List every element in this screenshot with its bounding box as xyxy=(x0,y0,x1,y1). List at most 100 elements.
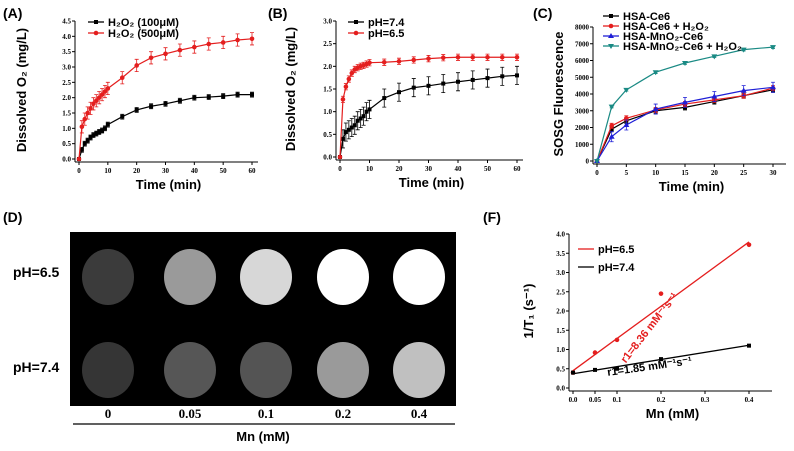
concentration-label: 0 xyxy=(105,406,112,421)
data-point xyxy=(608,133,615,139)
data-point xyxy=(426,83,431,88)
legend-label: HSA-MnO₂-Ce6 + H₂O₂ xyxy=(623,41,742,53)
x-tick-label: 0.05 xyxy=(589,396,602,404)
x-tick-label: 40 xyxy=(455,165,463,173)
y-tick-label: 2.0 xyxy=(62,94,71,102)
data-point xyxy=(770,45,776,51)
data-point xyxy=(623,121,630,127)
data-point xyxy=(593,367,597,372)
concentration-label: 0.4 xyxy=(411,406,428,421)
data-point xyxy=(652,70,659,76)
x-tick-label: 30 xyxy=(162,167,170,175)
y-axis-label: Dissolved O₂ (mg/L) xyxy=(14,28,29,152)
data-point xyxy=(426,56,431,61)
panel-label-a: (A) xyxy=(3,5,22,21)
y-tick-label: 8000 xyxy=(575,24,590,32)
x-tick-label: 0.2 xyxy=(657,396,666,404)
series-0: pH=7.4 xyxy=(338,17,519,159)
data-point xyxy=(148,55,154,61)
data-point xyxy=(514,54,520,60)
data-point xyxy=(88,135,93,140)
legend-label: pH=7.4 xyxy=(368,17,405,29)
y-tick-label: 1.0 xyxy=(556,346,565,354)
data-point xyxy=(615,366,619,371)
data-point xyxy=(592,350,598,355)
y-tick-label: 6000 xyxy=(575,57,590,65)
data-point xyxy=(358,116,363,121)
y-tick-label: 1.5 xyxy=(62,110,71,118)
fit-line xyxy=(572,241,750,372)
chart-a: 0.0 0.5 1.0 1.5 2.0 2.5 3.0 3.5 4.0 4.5 0 10 20 30 40 5… xyxy=(14,17,258,192)
concentration-label: 0.2 xyxy=(335,406,351,421)
data-point xyxy=(346,127,351,132)
data-point xyxy=(93,30,99,36)
x-tick-label: 30 xyxy=(770,169,778,177)
phantom-disc xyxy=(393,342,445,398)
data-point xyxy=(177,47,183,53)
data-point xyxy=(94,20,98,24)
data-point xyxy=(343,84,349,90)
series-1: H₂O₂ (500μM) xyxy=(76,28,255,162)
panel-label-d: (D) xyxy=(3,209,22,225)
data-point xyxy=(470,77,475,82)
data-point xyxy=(353,30,359,36)
data-point xyxy=(740,87,747,93)
data-point xyxy=(746,242,752,248)
x-tick-label: 60 xyxy=(249,167,257,175)
data-point xyxy=(361,114,366,119)
y-tick-label: 2.0 xyxy=(323,63,332,71)
y-tick-label: 2.5 xyxy=(323,40,332,48)
series-1: HSA-Ce6 + H₂O₂ xyxy=(594,21,776,164)
y-tick-label: 3.0 xyxy=(62,64,71,72)
data-point xyxy=(149,104,154,109)
x-tick-label: 20 xyxy=(133,167,141,175)
y-axis-label: SOSG Fluorescence xyxy=(551,32,566,157)
y-tick-label: 4000 xyxy=(575,91,590,99)
x-axis-label: Time (min) xyxy=(136,177,202,192)
y-tick-label: 4.0 xyxy=(62,33,71,41)
data-point xyxy=(221,94,226,99)
x-tick-label: 10 xyxy=(366,165,374,173)
x-tick-label: 10 xyxy=(652,169,660,177)
data-point xyxy=(343,130,348,135)
data-point xyxy=(134,63,139,68)
chart-b: 0.0 0.5 1.0 1.5 2.0 2.5 3.0 0 10 20 30 40 50 60 Time (… xyxy=(283,17,523,190)
data-point xyxy=(609,127,614,132)
fit-annotation: r1=8.36 mM⁻¹s⁻¹ xyxy=(619,291,681,366)
data-point xyxy=(614,337,620,343)
legend-label: pH=7.4 xyxy=(598,262,635,274)
legend-label: H₂O₂ (100μM) xyxy=(108,17,179,29)
chart-c: 0 1000 2000 3000 4000 5000 6000 7000 8000 0 5 10 15 2… xyxy=(551,11,786,194)
y-tick-label: 2.0 xyxy=(556,308,565,316)
y-tick-label: 0.0 xyxy=(323,154,332,162)
y-tick-label: 1.5 xyxy=(556,327,565,335)
data-point xyxy=(94,98,99,104)
data-point xyxy=(354,20,358,24)
x-tick-label: 20 xyxy=(711,169,719,177)
data-point xyxy=(740,47,747,53)
data-point xyxy=(594,159,600,164)
phantom-disc xyxy=(317,249,369,305)
data-point xyxy=(352,123,357,128)
concentration-label: 0.05 xyxy=(179,406,202,421)
x-tick-label: 20 xyxy=(396,165,404,173)
data-point xyxy=(396,59,402,64)
phantom-disc xyxy=(240,342,292,398)
phantom-disc xyxy=(164,342,216,398)
y-tick-label: 0.0 xyxy=(62,156,71,164)
data-point xyxy=(85,110,90,116)
data-point xyxy=(367,60,372,66)
data-point xyxy=(134,107,139,112)
data-point xyxy=(97,130,102,135)
data-point xyxy=(608,44,614,49)
x-tick-label: 0.1 xyxy=(613,396,622,404)
series-line xyxy=(596,87,774,162)
mri-image-panel: pH=6.5 pH=7.4 Mn (mM) 0 0.05 0.1 0.2 0.4 xyxy=(13,232,456,444)
data-point xyxy=(102,126,107,131)
data-point xyxy=(235,92,240,97)
data-point xyxy=(682,99,688,105)
y-tick-label: 0 xyxy=(586,158,590,166)
y-tick-label: 0.5 xyxy=(323,131,332,139)
data-point xyxy=(470,54,476,60)
data-point xyxy=(355,118,360,123)
